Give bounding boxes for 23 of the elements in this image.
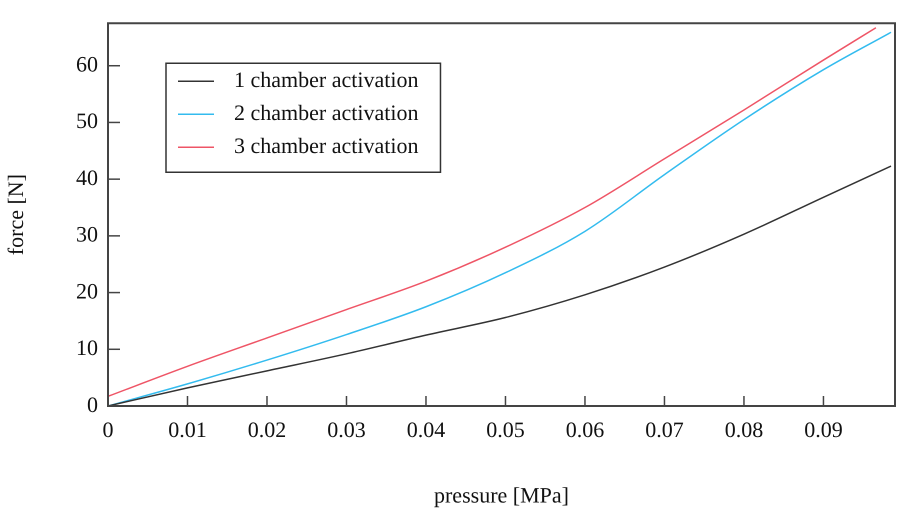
x-tick-label: 0.05 [486, 416, 525, 442]
y-tick-label: 30 [76, 222, 98, 247]
y-tick-label: 60 [76, 52, 98, 77]
legend-label: 3 chamber activation [234, 132, 418, 158]
x-tick-label: 0.06 [566, 416, 604, 442]
x-tick-label: 0 [102, 416, 114, 442]
y-tick-label: 50 [76, 108, 98, 134]
legend-label: 2 chamber activation [234, 100, 418, 125]
x-tick-label: 0.07 [645, 416, 684, 442]
y-tick-label: 10 [76, 335, 98, 360]
x-tick-label: 0.02 [248, 416, 286, 442]
x-tick-label: 0.08 [724, 416, 764, 442]
y-tick-label: 0 [87, 392, 98, 417]
y-axis-title: force [N] [2, 174, 28, 256]
x-tick-label: 0.01 [168, 416, 207, 442]
x-tick-label: 0.04 [406, 416, 446, 442]
x-tick-label: 0.09 [804, 416, 843, 442]
x-tick-label: 0.03 [327, 416, 366, 442]
y-tick-label: 20 [76, 278, 98, 304]
y-tick-label: 40 [76, 164, 98, 190]
line-series [108, 165, 892, 406]
x-axis-title: pressure [MPa] [434, 482, 570, 508]
legend-label: 1 chamber activation [234, 66, 418, 92]
